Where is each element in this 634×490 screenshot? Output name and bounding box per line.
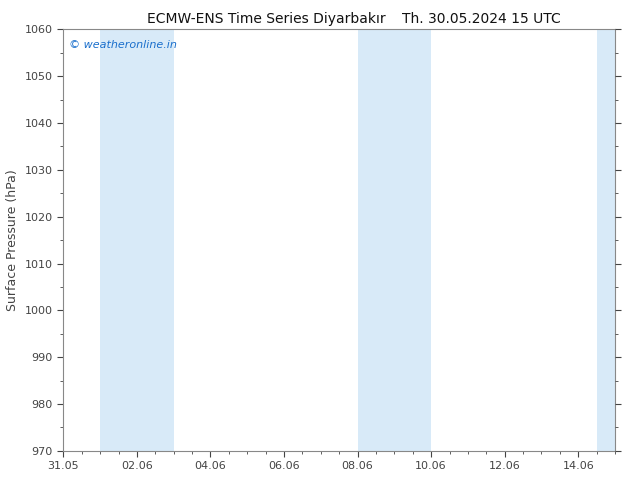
Bar: [137, 29, 174, 451]
Text: ECMW-ENS Time Series Diyarbakır: ECMW-ENS Time Series Diyarbakır: [147, 12, 385, 26]
Bar: [100, 29, 137, 451]
Text: © weatheronline.in: © weatheronline.in: [69, 40, 177, 50]
Bar: [358, 29, 394, 451]
Y-axis label: Surface Pressure (hPa): Surface Pressure (hPa): [6, 169, 19, 311]
Bar: [394, 29, 431, 451]
Text: Th. 30.05.2024 15 UTC: Th. 30.05.2024 15 UTC: [403, 12, 561, 26]
Bar: [597, 29, 615, 451]
